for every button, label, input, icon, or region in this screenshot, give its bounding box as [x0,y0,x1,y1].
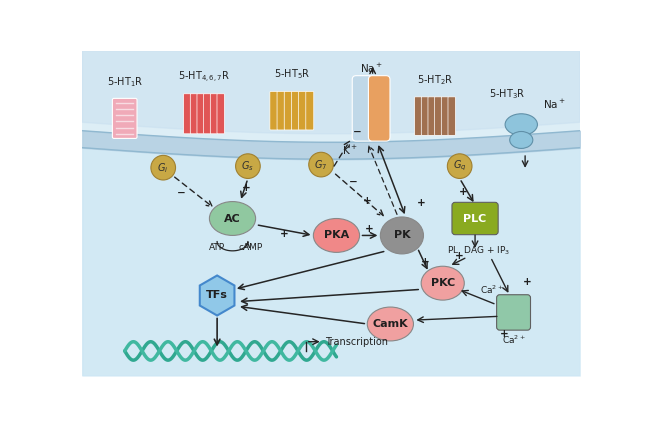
Text: ATP: ATP [209,243,225,252]
Text: +: + [523,277,532,287]
Text: PK: PK [393,230,410,241]
FancyBboxPatch shape [277,92,285,130]
FancyBboxPatch shape [298,92,307,130]
FancyBboxPatch shape [191,94,198,134]
Text: G$_7$: G$_7$ [315,158,328,171]
FancyBboxPatch shape [452,202,498,235]
Text: 5-HT$_1$R: 5-HT$_1$R [107,76,143,89]
Text: +: + [363,196,371,206]
Text: G$_s$: G$_s$ [242,159,255,173]
Text: PLC: PLC [463,214,486,224]
FancyBboxPatch shape [112,98,137,138]
Text: +: + [242,183,251,193]
Ellipse shape [505,114,537,135]
FancyBboxPatch shape [306,92,314,130]
FancyBboxPatch shape [421,97,429,135]
Text: Na$^+$: Na$^+$ [360,62,382,75]
Text: PKC: PKC [431,278,455,288]
Text: +: + [421,257,430,268]
Text: Ca$^{2+}$: Ca$^{2+}$ [502,333,525,346]
Circle shape [447,154,472,179]
FancyBboxPatch shape [428,97,435,135]
FancyBboxPatch shape [217,94,224,134]
Ellipse shape [209,202,256,235]
Ellipse shape [313,219,360,252]
Circle shape [236,154,260,179]
FancyBboxPatch shape [183,94,191,134]
FancyBboxPatch shape [284,92,292,130]
FancyBboxPatch shape [197,94,204,134]
Text: AC: AC [224,214,241,224]
Text: 5-HT$_3$R: 5-HT$_3$R [489,88,526,101]
FancyBboxPatch shape [368,76,390,141]
Text: K$^+$: K$^+$ [342,144,357,157]
FancyBboxPatch shape [441,97,449,135]
Text: 5-HT$_{4,6,7}$R: 5-HT$_{4,6,7}$R [178,70,230,84]
FancyBboxPatch shape [203,94,211,134]
Text: PKA: PKA [324,230,349,241]
Text: G$_i$: G$_i$ [158,161,169,175]
Circle shape [151,155,176,180]
Text: +: + [417,198,426,208]
Ellipse shape [380,217,424,254]
Text: CamK: CamK [373,319,408,329]
FancyBboxPatch shape [497,295,530,330]
Ellipse shape [510,132,533,149]
Text: 5-HT$_2$R: 5-HT$_2$R [417,73,453,87]
Text: Na$^+$: Na$^+$ [543,98,566,111]
Text: Ca$^{2+}$: Ca$^{2+}$ [480,283,504,295]
Ellipse shape [421,266,464,300]
Text: TFs: TFs [206,290,228,300]
Text: +: + [364,224,373,234]
Text: Transcription: Transcription [325,337,388,347]
Text: PL  DAG + IP$_3$: PL DAG + IP$_3$ [447,245,510,257]
Text: 5-HT$_5$R: 5-HT$_5$R [274,68,310,81]
Polygon shape [83,51,580,376]
Text: +: + [459,187,468,197]
Text: +: + [455,251,464,261]
FancyBboxPatch shape [352,76,374,141]
Ellipse shape [368,307,413,341]
FancyBboxPatch shape [435,97,442,135]
Text: −: − [177,188,186,198]
FancyBboxPatch shape [211,94,218,134]
Text: cAMP: cAMP [238,243,263,252]
Polygon shape [200,276,234,316]
Polygon shape [83,51,580,134]
Text: +: + [280,229,289,239]
Text: −: − [349,176,358,187]
FancyBboxPatch shape [415,97,422,135]
FancyBboxPatch shape [448,97,455,135]
Circle shape [309,152,333,177]
Text: +: + [500,329,508,339]
FancyBboxPatch shape [270,92,278,130]
FancyBboxPatch shape [291,92,299,130]
Text: G$_q$: G$_q$ [453,159,466,173]
Text: −: − [353,127,362,136]
